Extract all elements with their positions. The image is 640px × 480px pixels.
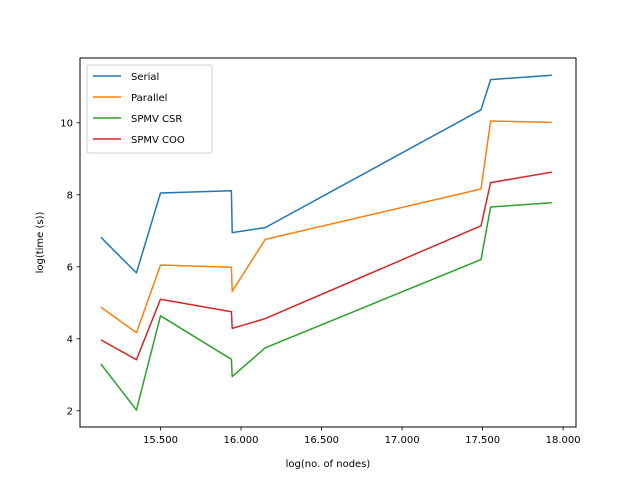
series-line-serial (100, 74, 552, 274)
y-tick-label: 6 (67, 262, 73, 273)
x-axis: 15.500 16.000 16.500 17.000 17.500 18.000 (143, 427, 581, 446)
y-tick-label: 4 (67, 334, 73, 345)
series-line-spmv-csr (100, 201, 552, 411)
legend: Serial Parallel SPMV CSR SPMV COO (86, 64, 213, 154)
x-tick-label: 16.500 (304, 435, 339, 446)
legend-label-parallel: Parallel (131, 93, 167, 104)
y-axis: 2 4 6 8 10 (60, 118, 80, 417)
series-line-parallel (100, 120, 552, 334)
legend-box (86, 64, 213, 154)
series-layer (100, 74, 552, 411)
y-tick-label: 2 (67, 406, 73, 417)
y-tick-label: 8 (67, 190, 73, 201)
x-tick-label: 15.500 (143, 435, 178, 446)
x-axis-title: log(no. of nodes) (286, 459, 371, 470)
x-tick-label: 17.500 (465, 435, 500, 446)
x-tick-label: 17.000 (385, 435, 420, 446)
legend-label-serial: Serial (131, 72, 159, 83)
y-tick-label: 10 (60, 118, 73, 129)
legend-label-spmv-csr: SPMV CSR (131, 114, 182, 125)
x-tick-label: 16.000 (224, 435, 259, 446)
y-axis-title: log(time (s)) (35, 211, 46, 273)
plot-frame (79, 57, 577, 428)
series-line-spmv-coo (100, 171, 552, 361)
legend-label-spmv-coo: SPMV COO (131, 135, 185, 146)
x-tick-label: 18.000 (546, 435, 581, 446)
